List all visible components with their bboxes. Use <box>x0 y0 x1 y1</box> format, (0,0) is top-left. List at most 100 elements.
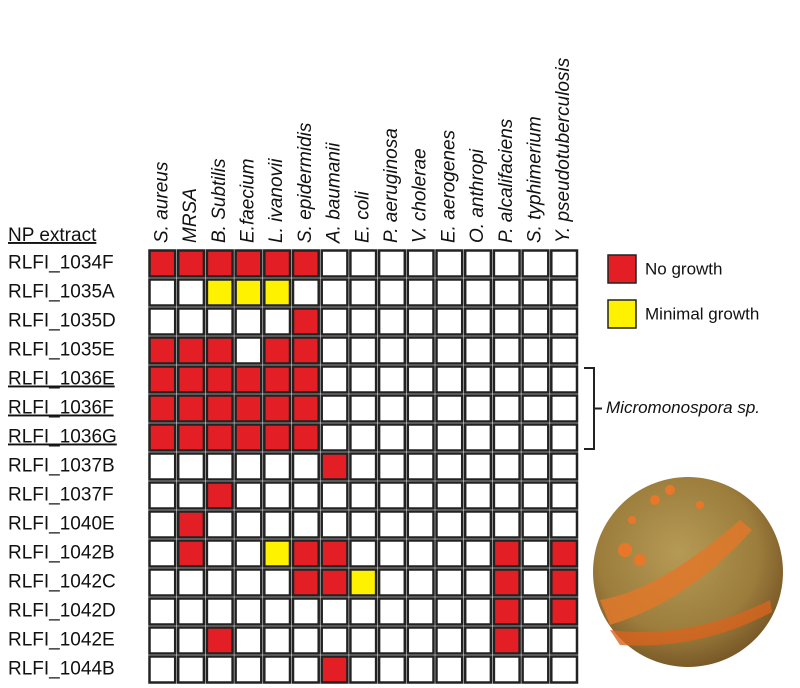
cell <box>492 568 521 597</box>
cell <box>205 655 234 684</box>
cell <box>263 539 292 568</box>
cell <box>234 365 263 394</box>
cell <box>550 278 579 307</box>
cell <box>550 568 579 597</box>
cell <box>148 423 177 452</box>
cell <box>320 481 349 510</box>
cell <box>263 307 292 336</box>
cell <box>406 336 435 365</box>
cell <box>492 597 521 626</box>
column-label: Y. pseudotuberculosis <box>553 57 574 243</box>
cell <box>291 249 320 278</box>
cell <box>406 307 435 336</box>
cell <box>234 452 263 481</box>
cell <box>205 452 234 481</box>
cell <box>320 394 349 423</box>
cell <box>234 510 263 539</box>
cell <box>550 452 579 481</box>
cell <box>320 568 349 597</box>
cell <box>205 626 234 655</box>
cell <box>463 307 493 336</box>
cell <box>349 394 378 423</box>
column-label: E.faecium <box>237 159 258 243</box>
cell <box>148 365 177 394</box>
cell <box>377 510 407 539</box>
cell <box>492 365 521 394</box>
row-label: RLFI_1035A <box>8 282 115 303</box>
cell <box>263 336 292 365</box>
cell <box>550 626 579 655</box>
cell <box>205 278 234 307</box>
cell <box>406 394 435 423</box>
cell <box>320 655 349 684</box>
cell <box>291 481 320 510</box>
cell <box>492 307 521 336</box>
cell <box>521 423 550 452</box>
cell <box>550 539 579 568</box>
cell <box>377 249 407 278</box>
cell <box>148 278 177 307</box>
annotation: Micromonospora sp. <box>606 398 760 417</box>
cell <box>377 481 407 510</box>
cell <box>492 481 521 510</box>
cell <box>492 249 521 278</box>
row-label: RLFI_1035E <box>8 340 115 361</box>
cell <box>234 655 263 684</box>
cell <box>435 249 464 278</box>
cell <box>291 394 320 423</box>
cell <box>320 452 349 481</box>
cell <box>291 423 320 452</box>
cell <box>435 365 464 394</box>
cell <box>263 365 292 394</box>
cell <box>148 568 177 597</box>
cell <box>377 423 407 452</box>
bracket <box>584 367 602 450</box>
cell <box>463 365 493 394</box>
cell <box>349 423 378 452</box>
cell <box>550 365 579 394</box>
cell <box>406 423 435 452</box>
cell <box>435 336 464 365</box>
cell <box>377 307 407 336</box>
cell <box>349 365 378 394</box>
cell <box>148 452 177 481</box>
cell <box>406 510 435 539</box>
cell <box>349 655 378 684</box>
cell <box>291 365 320 394</box>
cell <box>463 336 493 365</box>
cell <box>521 510 550 539</box>
cell <box>463 481 493 510</box>
row-label: RLFI_1042C <box>8 572 116 593</box>
cell <box>492 452 521 481</box>
cell <box>377 365 407 394</box>
row-label: RLFI_1040E <box>8 514 115 535</box>
cell <box>291 539 320 568</box>
cell <box>263 394 292 423</box>
cell <box>148 481 177 510</box>
cell <box>320 307 349 336</box>
row-header: NP extract <box>8 225 97 246</box>
cell <box>435 307 464 336</box>
cell <box>176 249 206 278</box>
cell <box>521 307 550 336</box>
legend-label: Minimal growth <box>645 304 759 323</box>
cell <box>463 597 493 626</box>
cell <box>263 481 292 510</box>
cell <box>234 481 263 510</box>
cell <box>521 626 550 655</box>
cell <box>492 539 521 568</box>
cell <box>435 539 464 568</box>
row-label: RLFI_1034F <box>8 253 114 274</box>
cell <box>349 452 378 481</box>
cell <box>406 278 435 307</box>
cell <box>205 365 234 394</box>
cell <box>550 510 579 539</box>
cell <box>463 394 493 423</box>
cell <box>320 626 349 655</box>
cell <box>406 481 435 510</box>
cell <box>291 452 320 481</box>
cell <box>205 539 234 568</box>
cell <box>550 336 579 365</box>
cell <box>176 655 206 684</box>
